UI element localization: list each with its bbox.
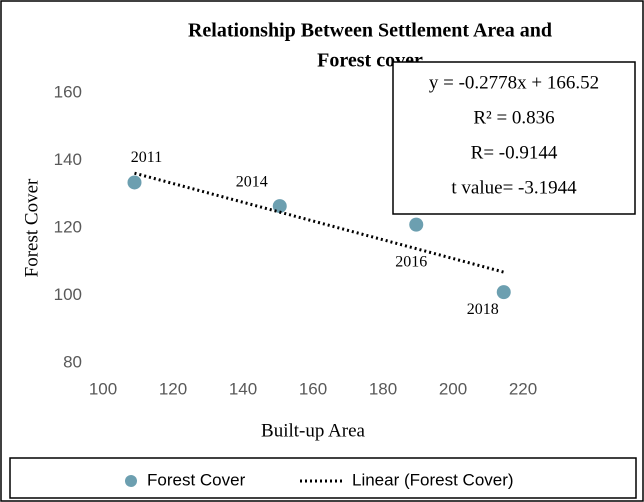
x-tick-label: 160 — [299, 379, 327, 398]
data-point — [409, 217, 424, 232]
legend-marker — [125, 475, 137, 487]
annotation-box — [392, 61, 636, 215]
y-tick-label: 120 — [54, 217, 82, 236]
x-tick-label: 140 — [229, 379, 257, 398]
annotation: y = -0.2778x + 166.52 — [429, 72, 599, 93]
y-tick-label: 140 — [54, 150, 82, 169]
annotation: t value= -3.1944 — [451, 177, 577, 198]
y-tick-label: 80 — [63, 352, 82, 371]
legend-label: Forest Cover — [147, 470, 246, 489]
legend-box — [9, 457, 637, 499]
x-tick-label: 220 — [509, 379, 537, 398]
x-tick-label: 200 — [439, 379, 467, 398]
x-tick-label: 180 — [369, 379, 397, 398]
trendline — [134, 171, 505, 274]
data-point — [496, 285, 511, 300]
x-tick-label: 120 — [159, 379, 187, 398]
chart-title: Relationship Between Settlement Area and — [188, 20, 552, 42]
annotation: R= -0.9144 — [471, 142, 558, 163]
data-point — [127, 175, 142, 190]
x-tick-label: 100 — [89, 379, 117, 398]
y-axis-title: Forest Cover — [21, 178, 42, 277]
point-label: 2011 — [131, 149, 162, 166]
annotation: R² = 0.836 — [473, 107, 554, 128]
legend-label: Linear (Forest Cover) — [352, 470, 514, 489]
point-label: 2014 — [236, 174, 268, 191]
data-point — [272, 199, 287, 214]
y-tick-label: 160 — [54, 82, 82, 101]
y-tick-label: 100 — [54, 285, 82, 304]
point-label: 2018 — [467, 301, 499, 318]
point-label: 2016 — [395, 253, 427, 270]
x-axis-title: Built-up Area — [261, 420, 366, 441]
